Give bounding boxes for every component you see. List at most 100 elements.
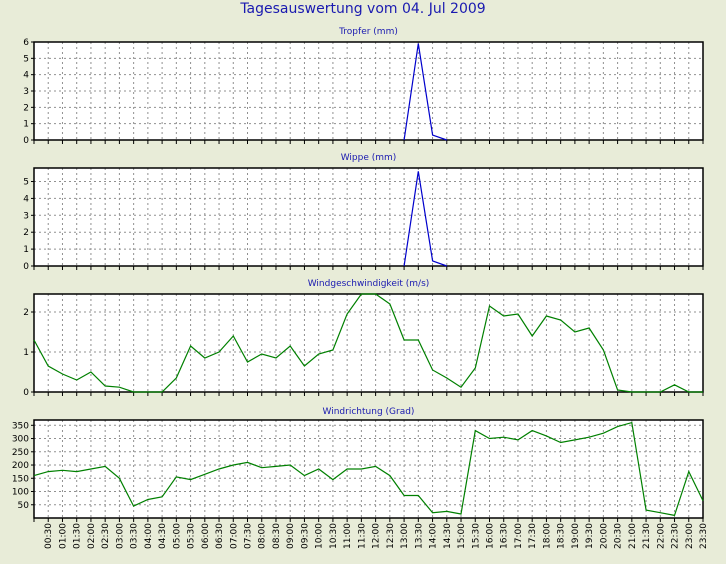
data-point [603, 432, 605, 434]
data-point [432, 260, 434, 262]
x-tick-label: 16:00 [485, 523, 495, 549]
data-point [403, 495, 405, 497]
x-tick-label: 09:30 [300, 523, 310, 549]
y-tick-label: 1 [23, 245, 29, 255]
x-tick-label: 20:00 [599, 523, 609, 549]
y-tick-label: 1 [23, 120, 29, 130]
data-point [603, 349, 605, 351]
data-point [432, 369, 434, 371]
data-point [617, 389, 619, 391]
data-point [389, 303, 391, 305]
data-point [275, 357, 277, 359]
x-tick-label: 03:30 [130, 523, 140, 549]
data-point [176, 377, 178, 379]
data-point [418, 495, 420, 497]
x-tick-label: 19:30 [585, 523, 595, 549]
data-point [446, 139, 448, 141]
data-point [361, 468, 363, 470]
data-point [133, 505, 135, 507]
data-point [403, 139, 405, 141]
data-point [261, 353, 263, 355]
chart-title: Wippe (mm) [341, 153, 397, 163]
data-point [161, 391, 163, 393]
y-tick-label: 2 [23, 308, 29, 318]
data-point [318, 468, 320, 470]
x-tick-label: 08:00 [258, 523, 268, 549]
series-line [403, 43, 447, 141]
y-tick-label: 0 [23, 262, 29, 272]
x-tick-label: 07:30 [244, 523, 254, 549]
data-point [688, 471, 690, 473]
x-tick-label: 08:30 [272, 523, 282, 549]
data-point [460, 386, 462, 388]
data-point [503, 315, 505, 317]
data-point [446, 511, 448, 513]
data-point [247, 462, 249, 464]
data-point [147, 391, 149, 393]
data-point [361, 293, 363, 295]
data-point [232, 464, 234, 466]
x-tick-label: 20:30 [614, 523, 624, 549]
data-point [517, 313, 519, 315]
y-tick-label: 0 [23, 136, 29, 146]
data-point [588, 327, 590, 329]
data-point [517, 439, 519, 441]
data-point [474, 367, 476, 369]
data-point [375, 466, 377, 468]
y-tick-label: 150 [12, 474, 29, 484]
x-tick-label: 02:30 [101, 523, 111, 549]
data-point [62, 470, 64, 472]
data-point [489, 438, 491, 440]
y-tick-label: 4 [23, 71, 29, 81]
data-point [674, 515, 676, 517]
data-point [418, 339, 420, 341]
data-point [503, 436, 505, 438]
data-point [659, 512, 661, 514]
x-tick-label: 01:00 [58, 523, 68, 549]
x-tick-label: 17:30 [528, 523, 538, 549]
x-tick-label: 12:30 [386, 523, 396, 549]
data-point [119, 477, 121, 479]
y-tick-label: 0 [23, 388, 29, 398]
data-point [389, 475, 391, 477]
data-point [76, 379, 78, 381]
x-tick-label: 05:00 [172, 523, 182, 549]
data-point [133, 391, 135, 393]
x-tick-label: 22:30 [671, 523, 681, 549]
x-tick-label: 14:30 [443, 523, 453, 549]
data-point [645, 509, 647, 511]
data-point [645, 391, 647, 393]
data-point [90, 371, 92, 373]
x-tick-label: 10:00 [315, 523, 325, 549]
x-tick-label: 22:00 [656, 523, 666, 549]
x-tick-label: 23:00 [685, 523, 695, 549]
plot-frame [33, 419, 704, 519]
data-point [33, 475, 35, 477]
data-point [261, 467, 263, 469]
data-point [474, 430, 476, 432]
plot-frame [33, 167, 704, 267]
data-point [702, 391, 704, 393]
y-tick-label: 2 [23, 103, 29, 113]
x-tick-label: 16:30 [500, 523, 510, 549]
plot-area [34, 294, 703, 392]
data-point [47, 365, 49, 367]
x-tick-label: 06:30 [215, 523, 225, 549]
plot-area [34, 420, 703, 518]
data-point [332, 349, 334, 351]
chart-title: Windgeschwindigkeit (m/s) [308, 279, 430, 289]
x-tick-label: 13:30 [414, 523, 424, 549]
data-point [403, 265, 405, 267]
y-tick-label: 3 [23, 87, 29, 97]
y-tick-label: 100 [12, 488, 29, 498]
chart-title: Tropfer (mm) [338, 27, 398, 37]
data-point [304, 475, 306, 477]
y-tick-label: 200 [12, 461, 29, 471]
y-tick-label: 5 [23, 54, 29, 64]
data-point [232, 335, 234, 337]
x-tick-label: 09:00 [286, 523, 296, 549]
x-tick-label: 11:00 [343, 523, 353, 549]
data-point [204, 473, 206, 475]
page-title: Tagesauswertung vom 04. Jul 2009 [240, 1, 486, 17]
